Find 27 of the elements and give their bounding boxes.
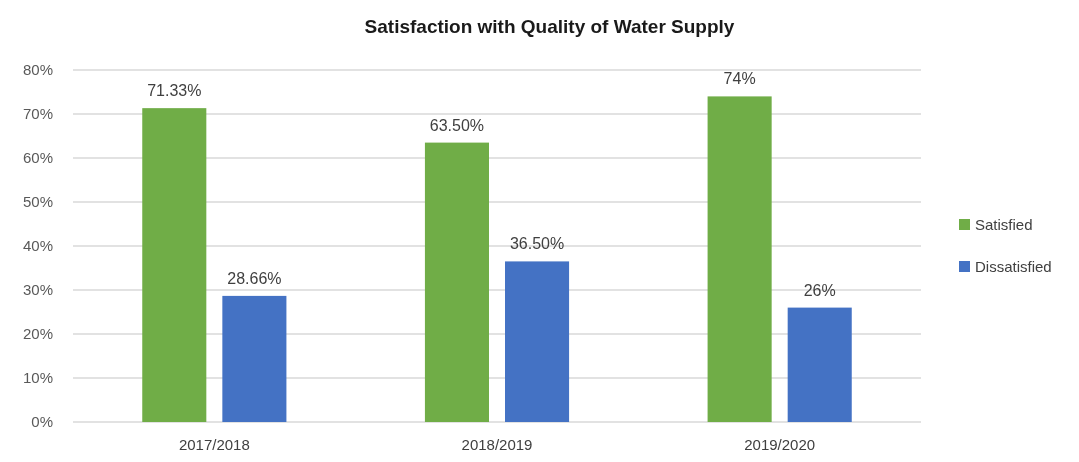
y-tick-label: 20% bbox=[22, 325, 53, 343]
x-tick-label: 2019/2020 bbox=[744, 436, 816, 453]
chart-title: Satisfaction with Quality of Water Supply bbox=[364, 16, 735, 37]
y-tick-label: 40% bbox=[22, 237, 53, 255]
y-tick-label: 30% bbox=[22, 281, 53, 299]
bar bbox=[505, 261, 570, 422]
legend-label: Satisfied bbox=[975, 216, 1033, 234]
data-label: 26% bbox=[803, 281, 836, 299]
data-label: 63.50% bbox=[429, 116, 485, 134]
bar bbox=[707, 96, 772, 422]
x-tick-label: 2017/2018 bbox=[178, 436, 250, 453]
y-tick-label: 50% bbox=[22, 193, 53, 211]
data-label: 36.50% bbox=[509, 235, 565, 253]
data-label: 28.66% bbox=[227, 269, 282, 287]
y-tick-label: 10% bbox=[22, 369, 53, 387]
data-label: 71.33% bbox=[147, 82, 202, 100]
bar bbox=[787, 307, 852, 422]
data-label: 74% bbox=[723, 70, 756, 88]
y-tick-label: 60% bbox=[22, 149, 53, 167]
y-tick-label: 70% bbox=[22, 105, 53, 123]
legend-label: Dissatisfied bbox=[975, 258, 1052, 276]
x-tick-label: 2018/2019 bbox=[461, 436, 533, 453]
bar bbox=[142, 108, 207, 422]
y-tick-label: 0% bbox=[31, 413, 53, 431]
bar bbox=[424, 142, 489, 422]
bar bbox=[222, 295, 287, 422]
y-tick-label: 80% bbox=[22, 61, 53, 79]
